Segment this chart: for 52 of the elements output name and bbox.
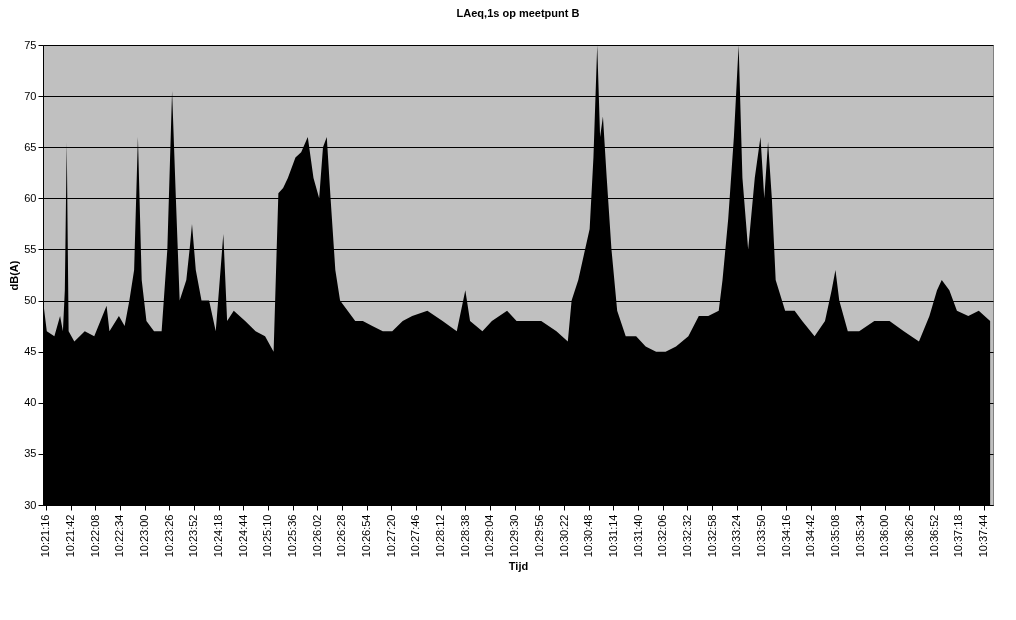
x-tick-label: 10:26:54 <box>360 514 373 558</box>
y-tick-label: 65 <box>24 140 37 153</box>
y-tick-label: 55 <box>24 242 37 255</box>
x-tick-label: 10:36:52 <box>927 514 940 558</box>
x-tick-label: 10:32:32 <box>680 514 693 558</box>
x-tick-label: 10:28:38 <box>458 514 471 558</box>
x-tick-label: 10:23:26 <box>162 514 175 558</box>
x-tick-label: 10:30:22 <box>557 514 570 558</box>
x-axis-title: Tijd <box>508 560 529 573</box>
x-tick-label: 10:29:56 <box>532 514 545 558</box>
y-axis-title: dB(A) <box>8 260 21 291</box>
x-tick-label: 10:31:14 <box>606 514 619 558</box>
x-tick-label: 10:36:26 <box>902 514 915 558</box>
x-tick-label: 10:29:04 <box>483 514 496 558</box>
x-tick-label: 10:28:12 <box>434 514 447 558</box>
x-tick-label: 10:25:36 <box>286 514 299 558</box>
x-tick-label: 10:26:28 <box>335 514 348 558</box>
y-tick-label: 40 <box>24 396 37 409</box>
x-tick-label: 10:23:00 <box>138 514 151 558</box>
x-tick-label: 10:35:34 <box>853 514 866 558</box>
y-tick-label: 45 <box>24 345 37 358</box>
x-tick-label: 10:34:42 <box>804 514 817 558</box>
x-tick-label: 10:35:08 <box>828 514 841 558</box>
x-tick-label: 10:24:44 <box>236 514 249 558</box>
y-tick-label: 60 <box>24 191 37 204</box>
x-tick-label: 10:27:20 <box>384 514 397 558</box>
x-tick-label: 10:33:50 <box>754 514 767 558</box>
x-tick-label: 10:31:40 <box>631 514 644 558</box>
x-tick-label: 10:33:24 <box>730 514 743 558</box>
x-tick-label: 10:22:08 <box>88 514 101 558</box>
x-tick-label: 10:32:58 <box>705 514 718 558</box>
y-tick-label: 75 <box>24 38 37 51</box>
y-tick-label: 35 <box>24 447 37 460</box>
y-tick-label: 30 <box>24 498 37 511</box>
y-tick-label: 50 <box>24 294 37 307</box>
x-tick-label: 10:21:16 <box>39 514 52 558</box>
x-tick-label: 10:29:30 <box>508 514 521 558</box>
x-tick-label: 10:24:18 <box>212 514 225 558</box>
x-tick-label: 10:21:42 <box>64 514 77 558</box>
y-tick-label: 70 <box>24 89 37 102</box>
x-tick-label: 10:22:34 <box>113 514 126 558</box>
chart-title: LAeq,1s op meetpunt B <box>456 7 580 19</box>
x-tick-label: 10:27:46 <box>409 514 422 558</box>
x-tick-label: 10:37:18 <box>952 514 965 558</box>
x-tick-label: 10:36:00 <box>878 514 891 558</box>
x-tick-label: 10:23:52 <box>187 514 200 558</box>
x-tick-label: 10:25:10 <box>261 514 274 558</box>
x-tick-label: 10:37:44 <box>977 514 989 558</box>
x-tick-label: 10:26:02 <box>310 514 323 558</box>
x-tick-label: 10:34:16 <box>779 514 792 558</box>
x-tick-label: 10:30:48 <box>582 514 595 558</box>
x-tick-label: 10:32:06 <box>656 514 669 558</box>
